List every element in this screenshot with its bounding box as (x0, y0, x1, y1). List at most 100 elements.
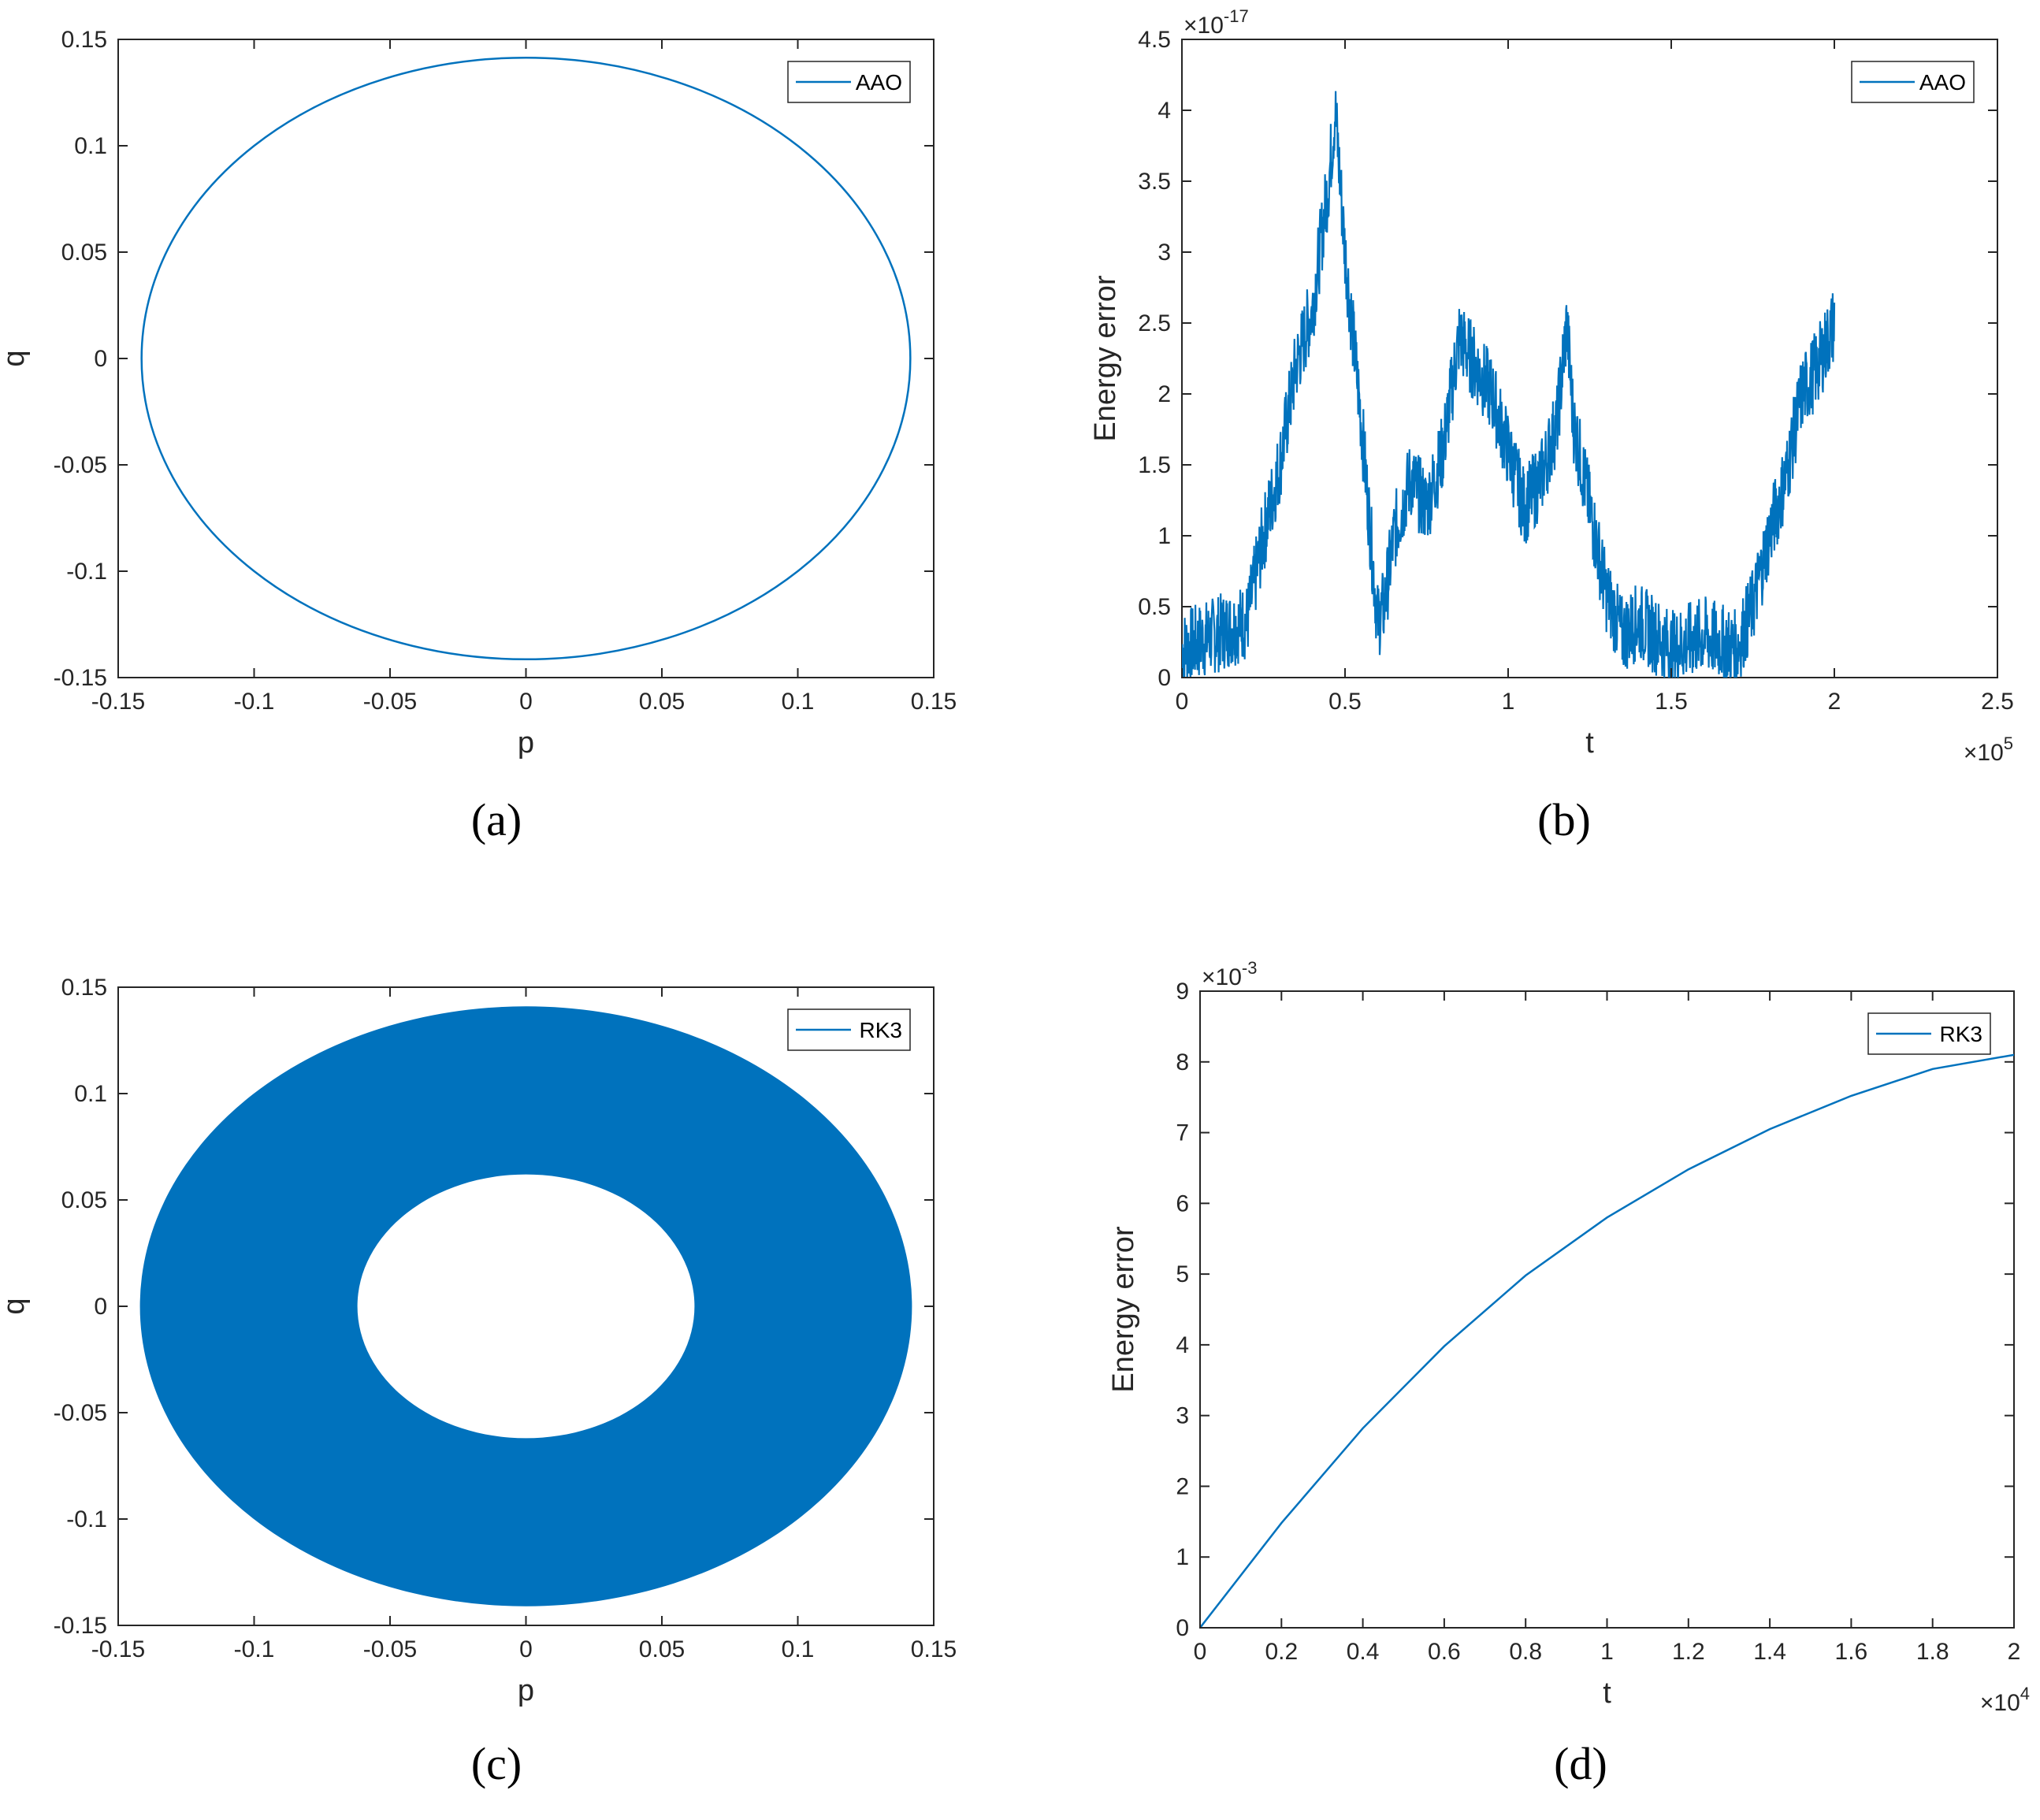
y-tick-label: 0.1 (74, 133, 107, 159)
y-tick-label: -0.05 (54, 452, 107, 478)
plot-area-d (1199, 990, 2015, 1629)
y-tick-label: 0 (94, 1294, 107, 1320)
y-axis-label: q (0, 350, 31, 366)
y-tick-label: 8 (1176, 1049, 1189, 1075)
x-tick-label: 1.4 (1753, 1639, 1786, 1665)
legend: AAO (787, 61, 911, 103)
x-tick-label: 1.2 (1672, 1639, 1705, 1665)
y-tick-label: 4.5 (1138, 27, 1171, 53)
x-tick-label: 0 (1194, 1639, 1207, 1665)
x-tick-label: 0.5 (1328, 689, 1362, 715)
series-ring-rk3 (139, 1006, 912, 1606)
y-tick-label: -0.1 (66, 559, 107, 585)
y-tick-label: 1 (1176, 1544, 1189, 1570)
x-tick-label: 0.05 (639, 1636, 685, 1662)
x-tick-label: -0.05 (363, 1636, 417, 1662)
x-tick-label: 2.5 (1981, 689, 2014, 715)
panel-a: -0.15 -0.1 -0.05 0 0.05 0.1 0.15 -0.15 -0.1 -0.05… (0, 27, 957, 845)
y-axis-label: Energy error (1107, 1226, 1140, 1393)
y-tick-label: 0.15 (61, 975, 107, 1001)
panel-d: 0 0.2 0.4 0.6 0.8 1 1.2 1.4 1.6 1.8 2 0 1 2 3 4 5 6 7 8 9 t En… (1107, 958, 2030, 1789)
y-tick-label: 0.05 (61, 1187, 107, 1213)
x-tick-label: -0.1 (234, 1636, 275, 1662)
legend-entry: RK3 (1940, 1022, 1982, 1046)
y-tick-label: 0.15 (61, 27, 107, 53)
x-tick-label: 0 (519, 1636, 533, 1662)
data-layer-d (1200, 1053, 2014, 1628)
x-tick-label: 0 (1176, 689, 1189, 715)
y-tick-label: 2 (1176, 1473, 1189, 1499)
x-tick-label: 0 (519, 689, 533, 715)
x-tick-label: 0.2 (1265, 1639, 1298, 1665)
y-tick-label: -0.15 (54, 665, 107, 691)
y-tick-label: -0.15 (54, 1613, 107, 1639)
y-tick-label: 0 (1157, 665, 1171, 691)
y-tick-label: 0.05 (61, 240, 107, 266)
x-tick-label: -0.15 (91, 689, 145, 715)
x-tick-label: 1.5 (1655, 689, 1688, 715)
series-line-aao (140, 56, 912, 661)
x-tick-label: 2 (1828, 689, 1841, 715)
x-tick-label: -0.1 (234, 689, 275, 715)
y-tick-label: 0 (1176, 1615, 1189, 1641)
x-tick-label: 0.4 (1347, 1639, 1380, 1665)
y-tick-label: 2 (1157, 381, 1171, 407)
y-tick-label: 1 (1157, 523, 1171, 549)
x-tick-label: -0.15 (91, 1636, 145, 1662)
x-tick-label: 0.6 (1428, 1639, 1461, 1665)
y-tick-label: 2.5 (1138, 310, 1171, 336)
y-tick-label: 6 (1176, 1190, 1189, 1216)
y-tick-label: -0.05 (54, 1400, 107, 1426)
data-layer-a (140, 56, 912, 661)
plot-area-b (1181, 39, 1998, 678)
x-tick-label: 1 (1600, 1639, 1614, 1665)
panel-b: 0 0.5 1 1.5 2 2.5 0 0.5 1 1.5 2 2.5 3 3.5 4 4.5 t Energy … (1089, 6, 2014, 845)
plot-area-a (117, 39, 935, 678)
legend-entry: RK3 (860, 1018, 902, 1042)
panel-caption: (d) (1554, 1738, 1607, 1789)
x-tick-label: -0.05 (363, 689, 417, 715)
legend: RK3 (787, 1008, 911, 1051)
y-axis-label: Energy error (1089, 275, 1122, 442)
y-tick-label: 7 (1176, 1120, 1189, 1146)
legend-entry: AAO (856, 70, 902, 95)
x-tick-label: 2 (2008, 1639, 2021, 1665)
series-line-aao (1182, 91, 1836, 678)
panel-caption: (a) (471, 794, 522, 845)
x-axis-label: t (1585, 726, 1594, 760)
legend-entry: AAO (1919, 70, 1966, 95)
series-line-rk3 (1200, 1053, 2014, 1628)
legend: RK3 (1867, 1012, 1991, 1055)
x-tick-label: 1 (1502, 689, 1515, 715)
y-axis-label: q (0, 1298, 31, 1314)
y-tick-label: 4 (1176, 1332, 1189, 1358)
x-tick-label: 0.15 (911, 1636, 957, 1662)
y-tick-label: 0.5 (1138, 594, 1171, 620)
panel-c: -0.15 -0.1 -0.05 0 0.05 0.1 0.15 -0.15 -0.1 -0.05… (0, 975, 957, 1789)
panel-caption: (b) (1537, 794, 1591, 845)
y-tick-label: 3 (1176, 1403, 1189, 1429)
y-tick-label: 0 (94, 346, 107, 372)
x-tick-label: 1.6 (1835, 1639, 1868, 1665)
x-tick-label: 0.1 (782, 689, 815, 715)
y-tick-label: 1.5 (1138, 452, 1171, 478)
data-layer-b (1182, 91, 1836, 678)
y-tick-label: 5 (1176, 1261, 1189, 1287)
x-tick-label: 0.05 (639, 689, 685, 715)
y-tick-label: 0.1 (74, 1081, 107, 1107)
x-tick-label: 0.8 (1509, 1639, 1542, 1665)
y-tick-label: 9 (1176, 979, 1189, 1005)
x-tick-label: 1.8 (1916, 1639, 1949, 1665)
y-tick-label: 3 (1157, 240, 1171, 266)
x-axis-label: p (518, 726, 534, 760)
legend: AAO (1851, 61, 1975, 103)
x-axis-label: t (1603, 1677, 1611, 1710)
x-tick-label: 0.15 (911, 689, 957, 715)
data-layer-c (139, 1006, 912, 1606)
panel-caption: (c) (471, 1738, 522, 1789)
y-tick-label: -0.1 (66, 1506, 107, 1532)
x-axis-label: p (518, 1674, 534, 1707)
y-tick-label: 3.5 (1138, 169, 1171, 195)
x-tick-label: 0.1 (782, 1636, 815, 1662)
